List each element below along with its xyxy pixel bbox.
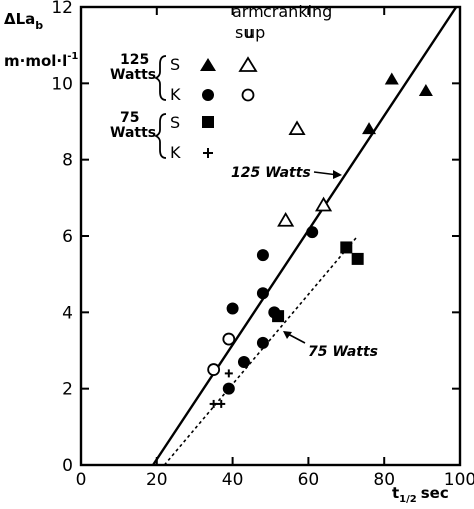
data-point-circle-filled xyxy=(226,302,239,315)
legend-marker-75-s-su xyxy=(202,116,214,128)
x-axis-label-prefix: t xyxy=(392,484,399,502)
arrow-125-head xyxy=(333,170,342,179)
data-point-square-filled xyxy=(340,241,353,254)
legend-group2-row1: S xyxy=(170,113,180,132)
data-point-square-filled xyxy=(272,310,285,323)
data-point-plus xyxy=(209,399,218,408)
data-point-circle-filled xyxy=(237,355,250,368)
fit-annotation-125: 125 Watts xyxy=(231,165,342,181)
arrow-75-head xyxy=(283,331,292,339)
data-point-circle-filled xyxy=(256,249,269,262)
data-point-triangle-filled xyxy=(384,72,399,85)
data-point-triangle-open xyxy=(314,196,333,212)
x-tick-label: 100 xyxy=(444,470,474,490)
legend-group2-row2: K xyxy=(170,143,181,162)
x-tick-label: 0 xyxy=(76,470,87,490)
data-point-circle-filled xyxy=(256,287,269,300)
fit-label-75: 75 Watts xyxy=(308,344,378,360)
data-point-plus xyxy=(224,369,233,378)
legend-group1-label-line2: Watts xyxy=(110,67,156,83)
legend-group2-label-line2: Watts xyxy=(110,125,156,141)
y-tick-label: 4 xyxy=(62,303,73,323)
legend-header-cranking: cranking xyxy=(263,2,332,21)
data-point-triangle-open xyxy=(288,120,306,136)
x-axis-label-subscript: 1/2 xyxy=(399,494,417,505)
legend: arm cranking su up 125 Watts S K 75 Watt… xyxy=(110,2,332,162)
y-axis-units-superscript: -1 xyxy=(67,51,78,62)
fit-line-125-watts xyxy=(152,6,458,466)
y-axis-label-subscript: b xyxy=(35,19,43,32)
x-axis-label: t1/2 sec xyxy=(392,484,449,505)
legend-group2-brace xyxy=(153,113,167,159)
legend-marker-75-k-su xyxy=(203,148,213,158)
data-point-triangle-open xyxy=(277,211,295,227)
legend-marker-125-k-su xyxy=(202,89,214,101)
y-tick-label: 8 xyxy=(62,151,73,171)
arrow-75-shaft xyxy=(287,333,306,344)
data-point-circle-filled xyxy=(306,226,319,239)
x-axis-label-unit: sec xyxy=(421,484,449,502)
data-point-plus xyxy=(217,399,226,408)
y-tick-label: 6 xyxy=(62,227,73,247)
y-tick-label: 10 xyxy=(51,74,73,94)
y-axis-units-main: m·mol·l xyxy=(4,52,67,70)
y-axis-units: m·mol·l-1 xyxy=(4,51,78,70)
data-point-triangle-filled xyxy=(418,83,433,96)
legend-marker-125-s-up xyxy=(238,56,258,72)
fit-annotation-75: 75 Watts xyxy=(283,331,378,360)
legend-group2-label-line1: 75 xyxy=(120,110,139,126)
x-tick-label: 40 xyxy=(222,470,244,490)
legend-group1-row1: S xyxy=(170,55,180,74)
y-tick-label: 2 xyxy=(62,380,73,400)
axis-ticks: 0 20 40 60 80 100 0 2 4 6 8 10 12 xyxy=(51,0,474,490)
legend-marker-125-k-up xyxy=(241,88,255,102)
legend-header-arm: arm xyxy=(232,2,264,21)
data-point-triangle-filled xyxy=(362,122,377,135)
data-point-circle-open xyxy=(207,363,221,376)
data-points xyxy=(207,72,433,408)
legend-group1-brace xyxy=(153,55,167,101)
x-tick-label: 20 xyxy=(146,470,168,490)
data-point-circle-filled xyxy=(256,336,269,349)
x-tick-label: 80 xyxy=(373,470,395,490)
y-tick-label: 0 xyxy=(62,456,73,476)
y-axis-label: ΔLab xyxy=(4,10,43,32)
legend-group1-row2: K xyxy=(170,85,181,104)
y-axis-label-main: ΔLa xyxy=(4,10,35,28)
y-tick-label: 12 xyxy=(51,0,73,18)
data-point-circle-open xyxy=(222,332,236,346)
legend-subheader-su: su xyxy=(235,23,253,42)
legend-marker-125-s-su xyxy=(200,58,216,71)
legend-subheader-up: up xyxy=(245,23,265,42)
x-tick-label: 60 xyxy=(298,470,320,490)
fit-line-75-watts xyxy=(163,235,359,466)
data-point-circle-filled xyxy=(222,382,235,395)
legend-group1-label-line1: 125 xyxy=(120,52,149,68)
fit-label-125: 125 Watts xyxy=(231,165,311,181)
data-point-square-filled xyxy=(351,252,364,265)
fit-lines xyxy=(152,6,458,466)
